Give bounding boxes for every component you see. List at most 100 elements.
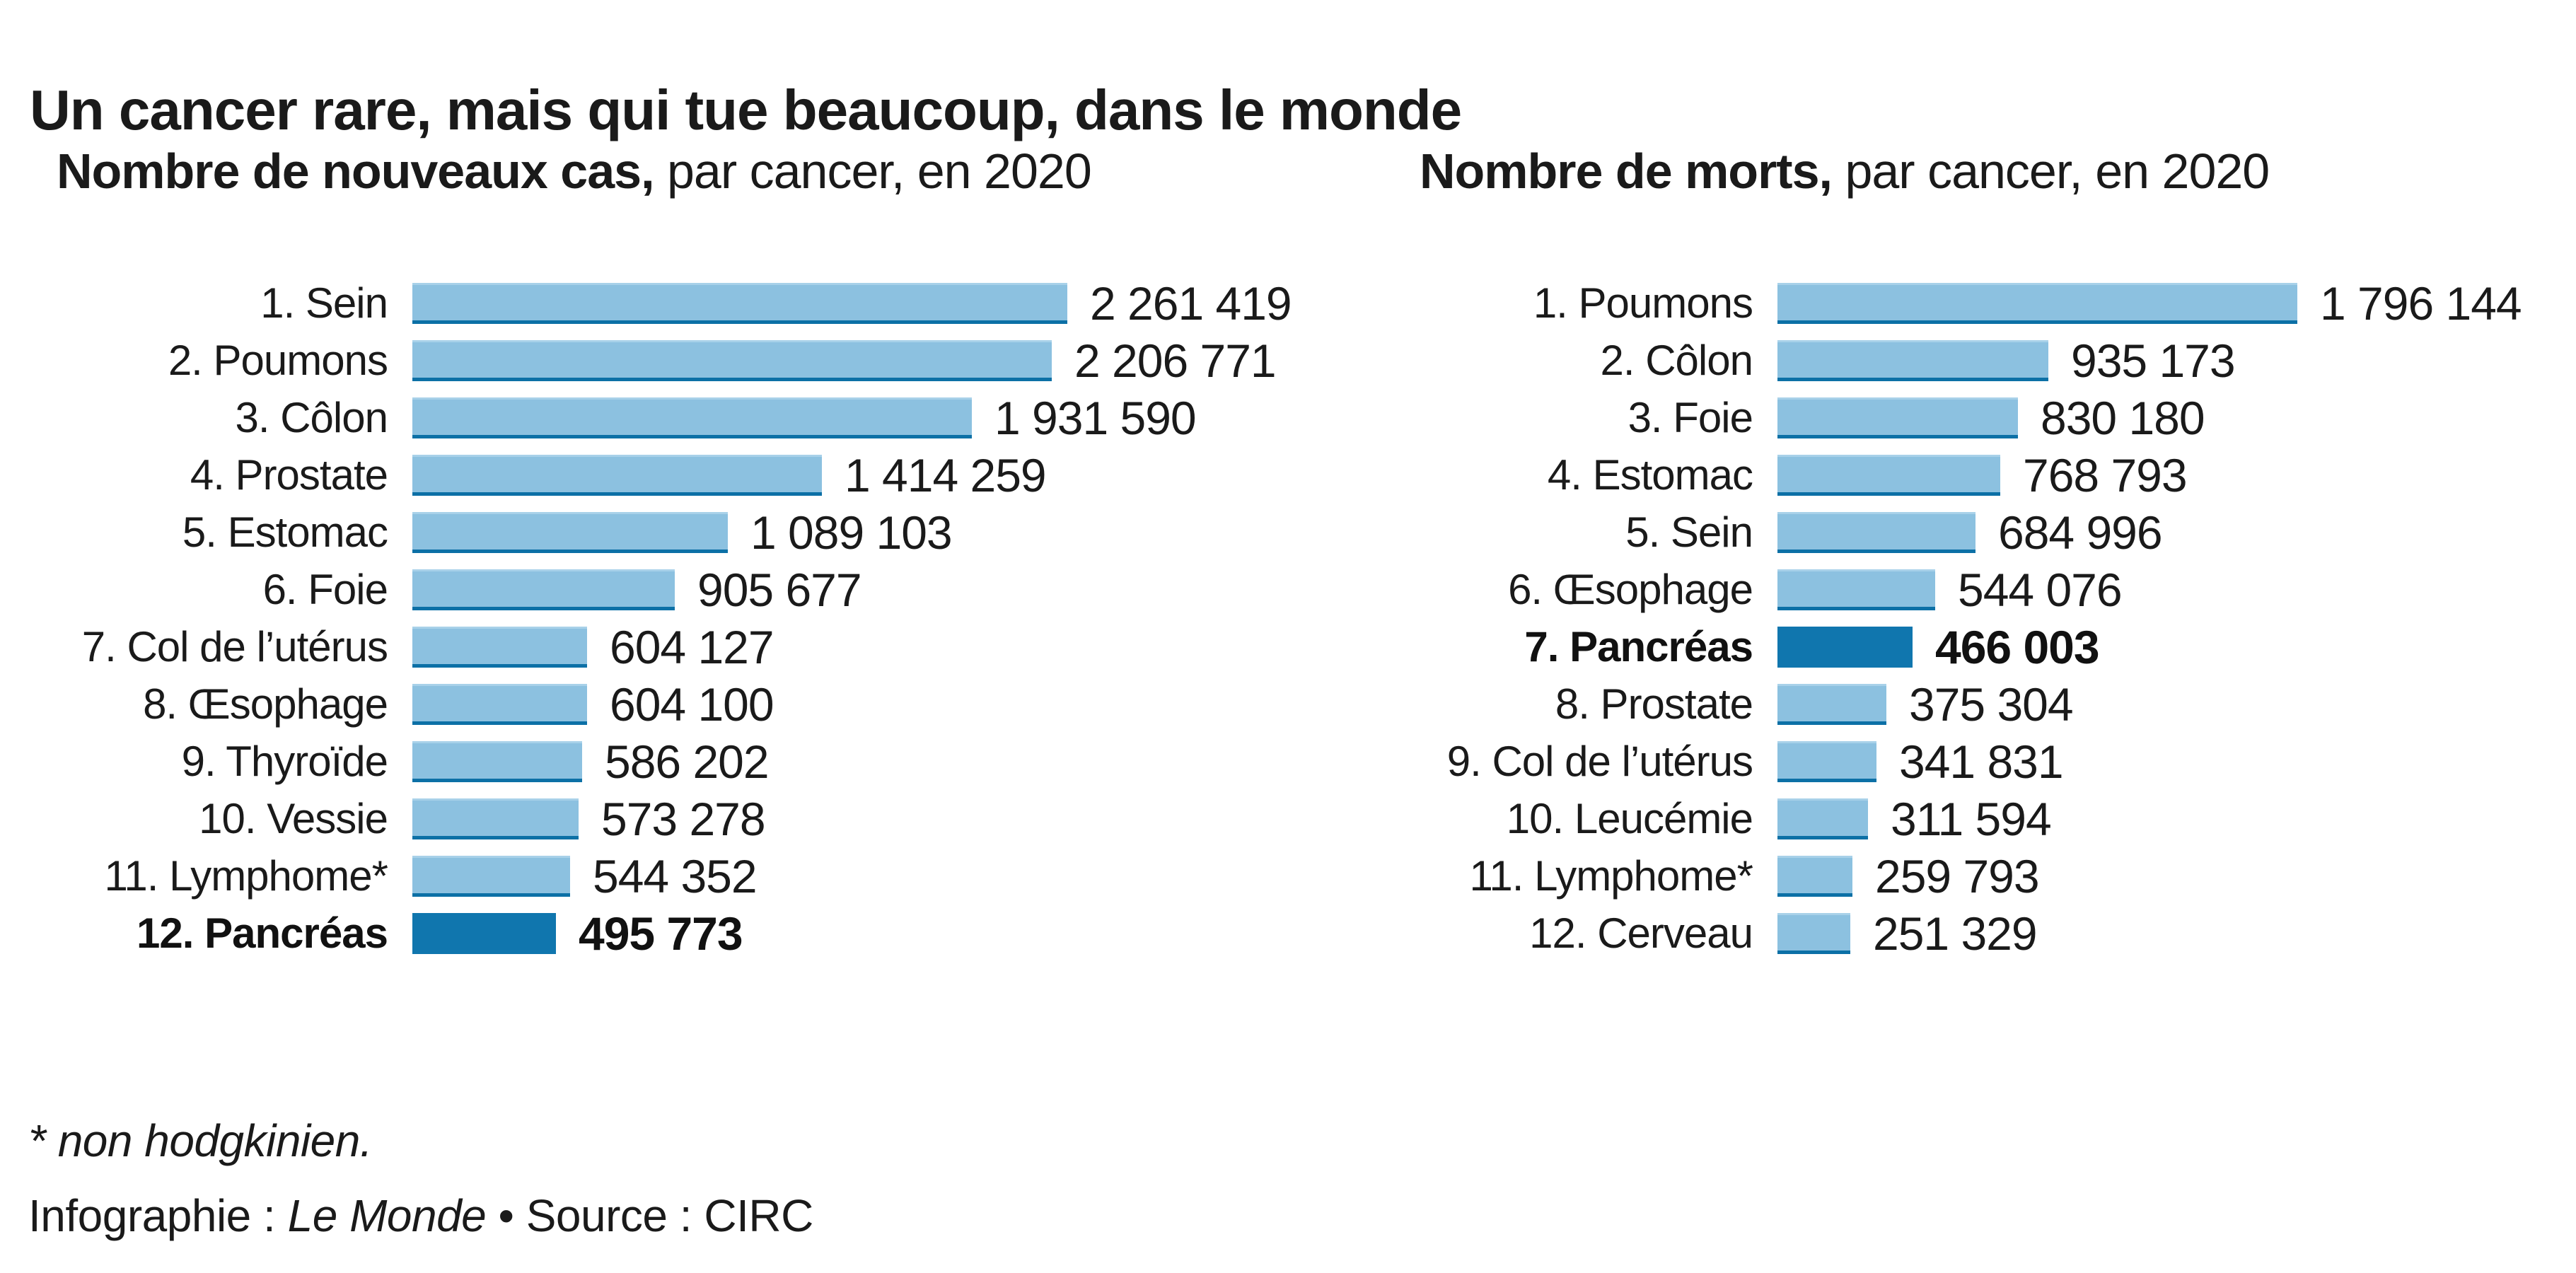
credit-brand: Le Monde — [287, 1190, 487, 1241]
bar-row: 4. Prostate 1 414 259 — [0, 446, 1287, 504]
credit-line: Infographie : Le Monde • Source : CIRC — [28, 1190, 813, 1242]
bar-row: 5. Estomac 1 089 103 — [0, 504, 1287, 561]
bar — [412, 740, 582, 782]
value-label: 1 931 590 — [994, 391, 1197, 444]
bar — [1777, 569, 1935, 610]
bar — [1777, 912, 1850, 954]
value-label: 495 773 — [579, 907, 743, 960]
bar-row: 4. Estomac 768 793 — [1294, 446, 2576, 504]
category-label: 12. Pancréas — [137, 909, 388, 957]
credit-prefix: Infographie : — [28, 1190, 288, 1241]
bar — [412, 626, 587, 668]
value-label: 341 831 — [1899, 735, 2064, 788]
bar-row: 1. Sein 2 261 419 — [0, 274, 1292, 332]
subtitle-emphasis: Nombre de morts, — [1420, 144, 1833, 199]
bar — [412, 683, 587, 725]
category-label: 3. Foie — [1628, 394, 1753, 441]
bar-row: 7. Pancréas 466 003 — [1294, 618, 2576, 675]
value-label: 259 793 — [1875, 849, 2040, 902]
category-label: 8. Prostate — [1555, 680, 1753, 728]
category-label: 7. Pancréas — [1524, 623, 1753, 670]
bar-row: 3. Côlon 1 931 590 — [0, 389, 1287, 446]
chart-subtitle-deaths: Nombre de morts, par cancer, en 2020 — [1420, 143, 2270, 199]
category-label: 4. Estomac — [1547, 451, 1753, 499]
category-label: 1. Sein — [260, 279, 388, 327]
value-label: 830 180 — [2041, 391, 2205, 444]
bar-row: 7. Col de l’utérus 604 127 — [0, 618, 1287, 675]
category-label: 2. Côlon — [1600, 337, 1753, 384]
bar-row: 11. Lymphome* 259 793 — [1294, 847, 2576, 905]
value-label: 768 793 — [2023, 448, 2188, 501]
value-label: 544 076 — [1958, 563, 2123, 616]
bar-row: 10. Leucémie 311 594 — [1294, 790, 2576, 847]
credit-source: • Source : CIRC — [486, 1190, 814, 1241]
category-label: 5. Estomac — [182, 508, 388, 556]
bar-row: 6. Foie 905 677 — [0, 561, 1287, 618]
bar-row: 2. Poumons 2 206 771 — [0, 332, 1287, 389]
bar-highlighted — [412, 912, 556, 954]
value-label: 684 996 — [1998, 506, 2163, 559]
chart-deaths: 1. Poumons 1 796 144 2. Côlon 935 173 3. Foi… — [1294, 274, 2576, 962]
bar — [412, 855, 570, 897]
subtitle-emphasis: Nombre de nouveaux cas, — [57, 144, 655, 199]
value-label: 375 304 — [1909, 678, 2074, 731]
bar — [412, 511, 728, 553]
page-title: Un cancer rare, mais qui tue beaucoup, d… — [30, 78, 1462, 141]
value-label: 604 100 — [610, 678, 774, 731]
bar-row: 1. Poumons 1 796 144 — [1294, 274, 2576, 332]
value-label: 251 329 — [1873, 907, 2038, 960]
subtitle-rest: par cancer, en 2020 — [654, 144, 1092, 199]
bar — [412, 569, 675, 610]
value-label: 544 352 — [593, 849, 758, 902]
bar-row: 12. Cerveau 251 329 — [1294, 905, 2576, 962]
category-label: 9. Col de l’utérus — [1446, 738, 1753, 785]
category-label: 7. Col de l’utérus — [81, 623, 388, 670]
bar-row: 9. Col de l’utérus 341 831 — [1294, 733, 2576, 790]
bar — [1777, 740, 1876, 782]
value-label: 604 127 — [610, 620, 774, 673]
bar — [412, 798, 579, 839]
value-label: 466 003 — [1935, 620, 2100, 673]
bar — [1777, 855, 1852, 897]
category-label: 1. Poumons — [1533, 279, 1753, 327]
footnote: * non hodgkinien. — [28, 1115, 373, 1166]
bar — [1777, 454, 2000, 496]
category-label: 11. Lymphome* — [1469, 852, 1753, 900]
bar-row: 3. Foie 830 180 — [1294, 389, 2576, 446]
bar — [412, 397, 972, 438]
category-label: 12. Cerveau — [1529, 909, 1753, 957]
bar — [1777, 339, 2048, 381]
category-label: 10. Vessie — [199, 795, 388, 842]
bar — [1777, 511, 1975, 553]
bar — [1777, 798, 1868, 839]
bar-row: 9. Thyroïde 586 202 — [0, 733, 1287, 790]
category-label: 8. Œsophage — [143, 680, 388, 728]
chart-new-cases: 1. Sein 2 261 419 2. Poumons 2 206 771 3. Cô… — [0, 274, 1292, 962]
bar-row: 10. Vessie 573 278 — [0, 790, 1287, 847]
bar-row: 8. Œsophage 604 100 — [0, 675, 1287, 733]
bar — [1777, 282, 2297, 324]
bar — [412, 454, 822, 496]
bar-row: 2. Côlon 935 173 — [1294, 332, 2576, 389]
value-label: 586 202 — [605, 735, 770, 788]
bar-row: 6. Œsophage 544 076 — [1294, 561, 2576, 618]
value-label: 311 594 — [1891, 792, 2052, 845]
value-label: 573 278 — [601, 792, 766, 845]
bar-highlighted — [1777, 626, 1913, 668]
bar-row: 5. Sein 684 996 — [1294, 504, 2576, 561]
category-label: 4. Prostate — [190, 451, 388, 499]
value-label: 1 089 103 — [750, 506, 953, 559]
bar — [1777, 683, 1886, 725]
value-label: 1 796 144 — [2320, 277, 2522, 330]
bar-row: 8. Prostate 375 304 — [1294, 675, 2576, 733]
value-label: 905 677 — [697, 563, 862, 616]
value-label: 1 414 259 — [845, 448, 1047, 501]
bar-row: 12. Pancréas 495 773 — [0, 905, 1287, 962]
subtitle-rest: par cancer, en 2020 — [1832, 144, 2270, 199]
category-label: 3. Côlon — [235, 394, 388, 441]
bar — [412, 339, 1052, 381]
bar — [1777, 397, 2018, 438]
value-label: 2 261 419 — [1090, 277, 1292, 330]
bar — [412, 282, 1067, 324]
